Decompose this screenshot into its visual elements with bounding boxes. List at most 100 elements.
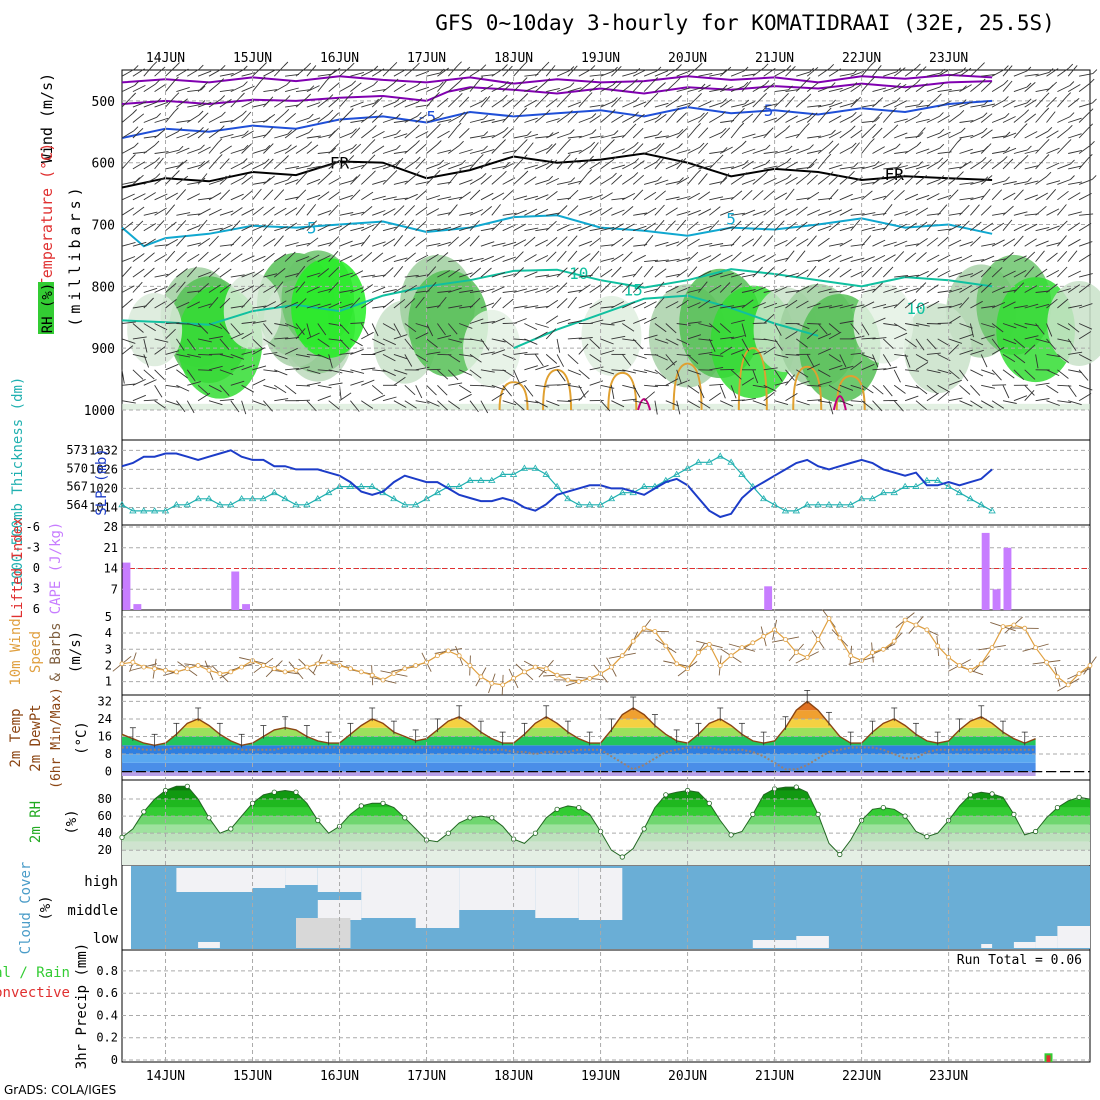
wind-barb — [654, 219, 665, 231]
wind-barb-flag — [371, 125, 377, 130]
wind-barb — [806, 235, 817, 247]
wind-barb — [1078, 178, 1093, 185]
wind-barb — [611, 223, 624, 232]
wind-barb — [959, 182, 974, 185]
wind-barb — [980, 129, 993, 139]
wind-barb — [284, 207, 298, 216]
wind-barb-flag — [155, 79, 160, 85]
wind-barb — [252, 181, 267, 185]
wind-barb-flag — [870, 76, 876, 82]
wind-barb — [121, 85, 135, 93]
wind-barb — [372, 338, 385, 346]
wind-barb-flag — [481, 64, 487, 70]
wind-barb — [165, 204, 176, 216]
wind-barb — [894, 211, 908, 216]
wind-barb — [1013, 338, 1025, 349]
wind-barb — [393, 205, 405, 216]
wind10-point — [576, 679, 582, 685]
rh-shade — [463, 309, 521, 387]
wind-barb — [448, 225, 462, 232]
wind10-point — [239, 664, 245, 670]
wind-barb — [687, 384, 700, 394]
wind-barb-flag — [1070, 175, 1075, 180]
wind-barb — [165, 363, 179, 371]
wind-barb — [774, 369, 783, 382]
wind-barb — [828, 164, 843, 170]
wind-barb — [426, 96, 436, 108]
date-top-tick: 15JUN — [233, 51, 272, 66]
wind-barb — [1024, 251, 1036, 262]
wind-barb — [556, 250, 567, 262]
thickness-point — [803, 501, 811, 508]
wind-barb — [154, 207, 167, 216]
wind-barb-flag — [765, 144, 771, 150]
wind-barb-flag — [611, 156, 617, 162]
date-top-tick: 23JUN — [929, 51, 968, 66]
wind-barb — [730, 335, 745, 340]
wind-barb — [176, 68, 189, 77]
wind-barb — [459, 289, 474, 293]
cape-bar — [231, 571, 240, 610]
wind-barb — [894, 132, 908, 139]
wind-barb — [578, 82, 591, 92]
wind-barb — [513, 81, 524, 92]
wind-barb-flag — [1027, 145, 1032, 151]
thickness-point — [227, 501, 235, 508]
wind-barb — [872, 282, 883, 293]
li-tick: -6 — [26, 520, 40, 534]
slp-tick: 1014 — [89, 500, 118, 514]
wind-barb — [459, 257, 473, 263]
temp-band — [122, 727, 1036, 737]
wind-barb-flag — [805, 122, 810, 128]
wind-barb — [1013, 189, 1024, 201]
wind-barb — [176, 281, 186, 293]
wind-barb — [720, 197, 735, 201]
wind-barb — [926, 384, 939, 395]
wind-barb — [448, 338, 463, 343]
wind-barb-flag — [331, 147, 337, 153]
wind-barb — [295, 66, 307, 77]
wind-barb — [186, 369, 196, 382]
wind-barb — [926, 193, 940, 201]
wind-barb — [633, 101, 647, 108]
wind-barb — [926, 219, 937, 231]
wind-barb — [981, 243, 996, 247]
wind-barb — [556, 70, 571, 77]
wind-barb — [643, 191, 657, 201]
wind-barb — [524, 208, 538, 216]
wind-barb — [143, 192, 156, 201]
wind-barb — [545, 251, 557, 262]
wind-barb — [828, 331, 842, 340]
wind-barb — [1002, 205, 1014, 216]
isotherm — [121, 152, 993, 189]
wind-barb — [306, 65, 317, 77]
wind-barb — [948, 113, 961, 123]
wind-barb — [622, 145, 635, 154]
wind-barb — [959, 369, 969, 382]
wind-barb — [187, 290, 202, 293]
wind-barb-flag — [133, 126, 139, 132]
wind-barb-flag — [396, 129, 401, 135]
wind-barb — [1024, 335, 1039, 340]
wind-barb-flag — [483, 145, 488, 151]
wind-barb-flag — [1004, 112, 1010, 118]
wind-barb — [795, 81, 807, 92]
rh-point — [880, 804, 886, 811]
wind-barb — [709, 366, 724, 371]
wind-barb-flag — [1046, 171, 1052, 177]
wind-barb-flag — [742, 172, 747, 177]
wind-barb — [361, 224, 375, 232]
wind-barb — [741, 179, 756, 185]
wind-barb — [643, 391, 655, 402]
wind-barb — [785, 353, 800, 356]
wind-barb-flag — [370, 139, 376, 144]
wind-barb-flag — [395, 97, 401, 103]
wind-barb-flag — [1087, 153, 1093, 159]
wind-barb — [241, 175, 254, 185]
wind-barb — [458, 236, 471, 247]
wind-barb — [817, 111, 828, 123]
wind-barb — [197, 128, 209, 139]
wind-barb — [143, 161, 156, 170]
wind-barb — [252, 103, 267, 108]
wind-barb — [894, 165, 908, 170]
